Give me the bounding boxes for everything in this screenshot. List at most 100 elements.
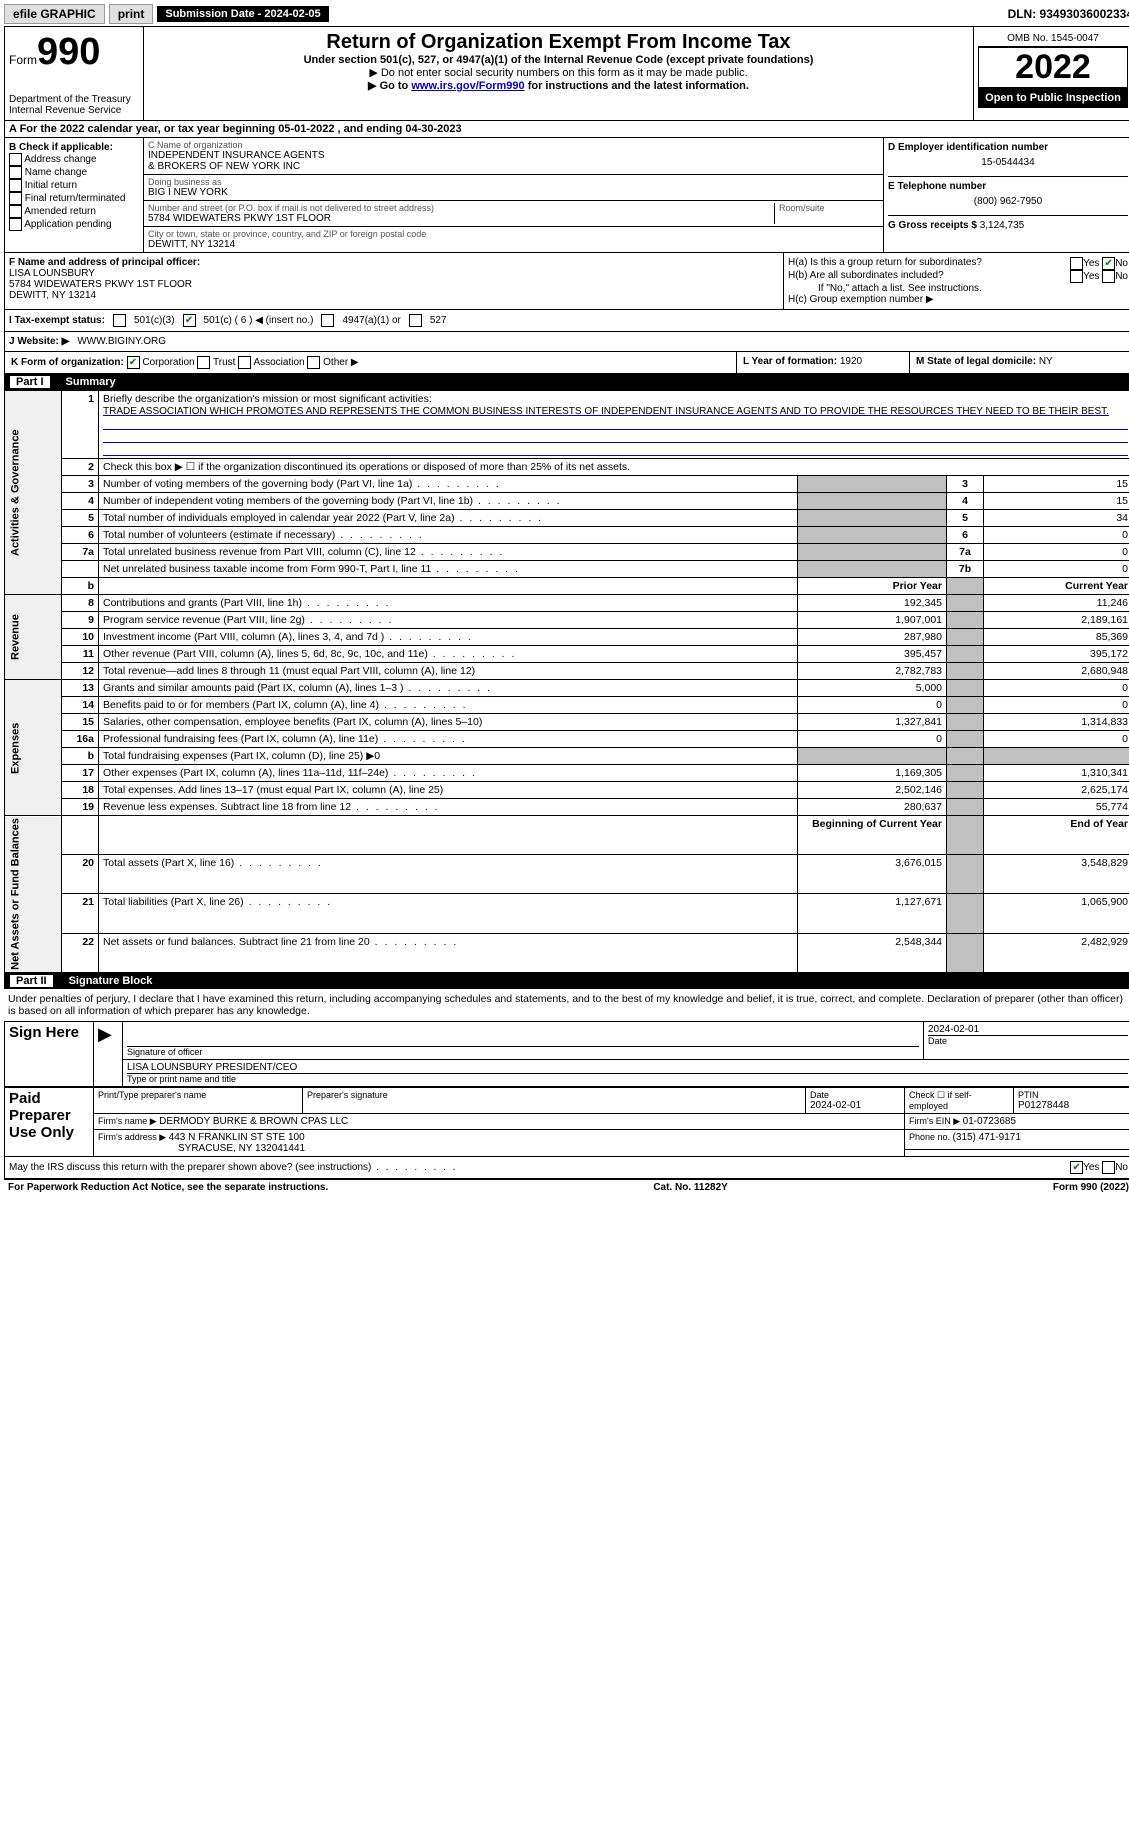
- street-address: 5784 WIDEWATERS PKWY 1ST FLOOR: [148, 213, 770, 224]
- l20-py: 3,676,015: [798, 855, 947, 894]
- cb-final-return[interactable]: [9, 192, 22, 205]
- cb-hb-no[interactable]: [1102, 270, 1115, 283]
- firm-ein: 01-0723685: [963, 1116, 1016, 1127]
- efile-btn[interactable]: efile GRAPHIC: [4, 4, 105, 24]
- l9-cy: 2,189,161: [984, 612, 1129, 629]
- col-c-org-info: C Name of organization INDEPENDENT INSUR…: [144, 138, 883, 252]
- l19-cy: 55,774: [984, 799, 1129, 816]
- firm-address-2: SYRACUSE, NY 132041441: [98, 1143, 305, 1154]
- l12-py: 2,782,783: [798, 663, 947, 680]
- cb-corp[interactable]: [127, 356, 140, 369]
- cb-501c[interactable]: [183, 314, 196, 327]
- l9-py: 1,907,001: [798, 612, 947, 629]
- cb-amended-return[interactable]: [9, 205, 22, 218]
- row-k: K Form of organization: Corporation Trus…: [4, 352, 1129, 374]
- form-word: Form: [9, 53, 37, 67]
- firm-name: DERMODY BURKE & BROWN CPAS LLC: [159, 1116, 348, 1127]
- dln: DLN: 93493036002334: [1008, 7, 1129, 21]
- cb-address-change[interactable]: [9, 153, 22, 166]
- website: WWW.BIGINY.ORG: [77, 336, 166, 347]
- prep-date: 2024-02-01: [810, 1100, 900, 1111]
- line7a-val: 0: [984, 544, 1129, 561]
- section-revenue: Revenue: [5, 595, 62, 680]
- irs-link[interactable]: www.irs.gov/Form990: [411, 80, 524, 92]
- org-name-2: & BROKERS OF NEW YORK INC: [148, 161, 879, 172]
- l15-cy: 1,314,833: [984, 714, 1129, 731]
- col-f-officer: F Name and address of principal officer:…: [5, 253, 783, 309]
- cb-other[interactable]: [307, 356, 320, 369]
- l22-py: 2,548,344: [798, 933, 947, 972]
- cb-ha-yes[interactable]: [1070, 257, 1083, 270]
- l8-py: 192,345: [798, 595, 947, 612]
- firm-address-1: 443 N FRANKLIN ST STE 100: [169, 1132, 305, 1143]
- cb-4947[interactable]: [321, 314, 334, 327]
- officer-name: LISA LOUNSBURY: [9, 268, 779, 279]
- l14-cy: 0: [984, 697, 1129, 714]
- l21-cy: 1,065,900: [984, 894, 1129, 933]
- cb-initial-return[interactable]: [9, 179, 22, 192]
- arrow-icon: ▶: [98, 1024, 112, 1044]
- note-ssn: ▶ Do not enter social security numbers o…: [148, 66, 969, 79]
- ptin: P01278448: [1018, 1100, 1128, 1111]
- cb-trust[interactable]: [197, 356, 210, 369]
- block-fh: F Name and address of principal officer:…: [4, 253, 1129, 310]
- telephone: (800) 962-7950: [888, 196, 1128, 207]
- state-domicile: NY: [1039, 356, 1053, 367]
- year-formation: 1920: [840, 356, 862, 367]
- l17-py: 1,169,305: [798, 765, 947, 782]
- col-b-checkboxes: B Check if applicable: Address change Na…: [5, 138, 144, 252]
- form-title: Return of Organization Exempt From Incom…: [148, 31, 969, 54]
- org-name-1: INDEPENDENT INSURANCE AGENTS: [148, 150, 879, 161]
- sign-here-label: Sign Here: [5, 1021, 94, 1086]
- form-subtitle: Under section 501(c), 527, or 4947(a)(1)…: [148, 54, 969, 66]
- cb-application-pending[interactable]: [9, 218, 22, 231]
- l19-py: 280,637: [798, 799, 947, 816]
- l14-py: 0: [798, 697, 947, 714]
- cb-name-change[interactable]: [9, 166, 22, 179]
- form-header: Form990 Department of the Treasury Inter…: [4, 26, 1129, 121]
- cb-assoc[interactable]: [238, 356, 251, 369]
- l20-cy: 3,548,829: [984, 855, 1129, 894]
- perjury-statement: Under penalties of perjury, I declare th…: [4, 989, 1129, 1021]
- top-bar: efile GRAPHIC print Submission Date - 20…: [4, 4, 1129, 24]
- l17-cy: 1,310,341: [984, 765, 1129, 782]
- section-expenses: Expenses: [5, 680, 62, 816]
- page-footer: For Paperwork Reduction Act Notice, see …: [4, 1179, 1129, 1195]
- l16a-cy: 0: [984, 731, 1129, 748]
- l16a-py: 0: [798, 731, 947, 748]
- l21-py: 1,127,671: [798, 894, 947, 933]
- gross-receipts: 3,124,735: [980, 220, 1025, 231]
- col-h-group: H(a) Is this a group return for subordin…: [783, 253, 1129, 309]
- line5-val: 34: [984, 510, 1129, 527]
- l18-py: 2,502,146: [798, 782, 947, 799]
- cb-discuss-no[interactable]: [1102, 1161, 1115, 1174]
- cb-hb-yes[interactable]: [1070, 270, 1083, 283]
- summary-table: Activities & Governance 1 Briefly descri…: [4, 390, 1129, 973]
- row-a-tax-year: A For the 2022 calendar year, or tax yea…: [4, 121, 1129, 138]
- cb-ha-no[interactable]: [1102, 257, 1115, 270]
- line7b-val: 0: [984, 561, 1129, 578]
- sign-here-table: Sign Here ▶ Signature of officer 2024-02…: [4, 1021, 1129, 1087]
- line6-val: 0: [984, 527, 1129, 544]
- l8-cy: 11,246: [984, 595, 1129, 612]
- l18-cy: 2,625,174: [984, 782, 1129, 799]
- col-d-ein-tel: D Employer identification number 15-0544…: [883, 138, 1129, 252]
- section-net-assets: Net Assets or Fund Balances: [5, 816, 62, 973]
- omb-number: OMB No. 1545-0047: [978, 31, 1128, 47]
- discuss-row: May the IRS discuss this return with the…: [4, 1157, 1129, 1179]
- l10-py: 287,980: [798, 629, 947, 646]
- dept-treasury: Department of the Treasury Internal Reve…: [9, 94, 139, 116]
- officer-sign-date: 2024-02-01: [928, 1024, 1128, 1035]
- part-2-header: Part II Signature Block: [4, 973, 1129, 989]
- mission-text: TRADE ASSOCIATION WHICH PROMOTES AND REP…: [103, 406, 1109, 417]
- paid-preparer-table: Paid Preparer Use Only Print/Type prepar…: [4, 1087, 1129, 1157]
- cb-discuss-yes[interactable]: [1070, 1161, 1083, 1174]
- ein: 15-0544434: [888, 157, 1128, 168]
- open-to-public: Open to Public Inspection: [978, 88, 1128, 108]
- cb-527[interactable]: [409, 314, 422, 327]
- l22-cy: 2,482,929: [984, 933, 1129, 972]
- l13-cy: 0: [984, 680, 1129, 697]
- line3-val: 15: [984, 476, 1129, 493]
- cb-501c3[interactable]: [113, 314, 126, 327]
- print-btn[interactable]: print: [109, 4, 154, 24]
